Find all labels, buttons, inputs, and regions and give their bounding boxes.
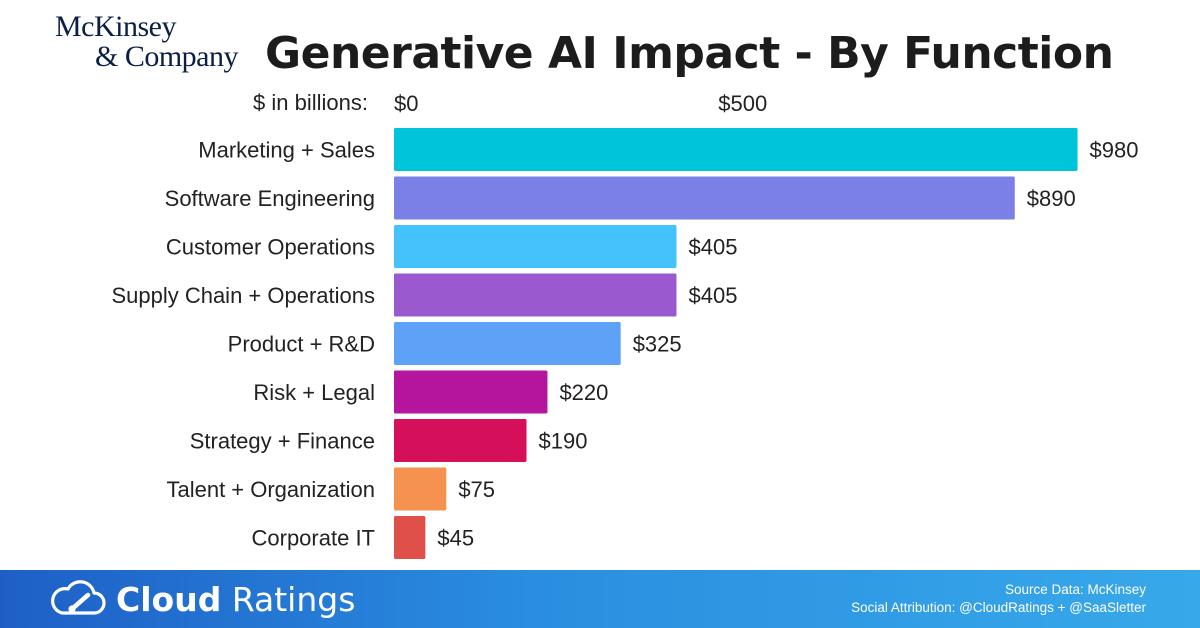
mckinsey-logo: McKinsey & Company	[55, 12, 255, 72]
footer-banner: Cloud Ratings Source Data: McKinsey Soci…	[0, 570, 1200, 628]
data-label: $405	[688, 283, 737, 308]
x-tick-label: $0	[394, 91, 418, 116]
brand-name-bold: Cloud	[116, 579, 222, 619]
data-label: $190	[539, 429, 588, 454]
data-label: $890	[1027, 186, 1076, 211]
units-label: $ in billions:	[253, 90, 368, 115]
logo-line-2: & Company	[95, 40, 239, 73]
attribution-text: Social Attribution: @CloudRatings + @Saa…	[851, 600, 1146, 615]
brand-name: Cloud Ratings	[116, 580, 355, 619]
data-label: $980	[1090, 138, 1139, 163]
credits: Source Data: McKinsey Social Attribution…	[851, 581, 1146, 617]
bar	[394, 225, 677, 268]
cloud-ratings-brand: Cloud Ratings	[48, 579, 355, 619]
category-label: Product + R&D	[228, 332, 375, 357]
data-label: $75	[458, 477, 495, 502]
category-label: Software Engineering	[165, 186, 375, 211]
category-label: Strategy + Finance	[190, 429, 375, 454]
data-label: $220	[559, 380, 608, 405]
bar	[394, 176, 1015, 220]
bar	[394, 467, 447, 511]
bar	[394, 322, 621, 365]
data-label: $45	[437, 526, 474, 551]
bar	[394, 128, 1078, 171]
cloud-gauge-icon	[51, 580, 106, 615]
bar	[394, 370, 548, 414]
bar	[394, 273, 677, 317]
bar	[394, 419, 527, 462]
data-label: $405	[688, 235, 737, 260]
category-label: Supply Chain + Operations	[111, 283, 375, 308]
x-tick-label: $500	[718, 91, 767, 116]
bar	[394, 516, 426, 559]
brand-name-light: Ratings	[221, 579, 356, 619]
category-label: Customer Operations	[166, 235, 375, 260]
page-title: Generative AI Impact - By Function	[265, 28, 1114, 79]
bar-chart: $0 $500 Marketing + Sales $980 Software Engi…	[111, 91, 1139, 559]
data-label: $325	[633, 332, 682, 357]
source-text: Source Data: McKinsey	[1004, 582, 1146, 597]
logo-line-1: McKinsey	[55, 10, 176, 43]
category-label: Corporate IT	[252, 526, 376, 551]
category-label: Risk + Legal	[253, 380, 375, 405]
category-label: Talent + Organization	[166, 477, 375, 502]
category-label: Marketing + Sales	[198, 138, 375, 163]
